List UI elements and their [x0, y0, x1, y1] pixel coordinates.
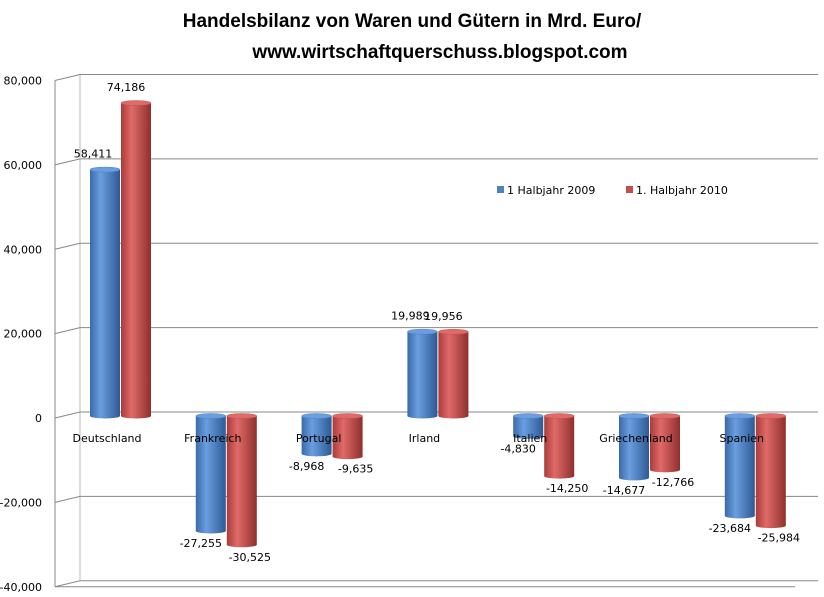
bar-2010: [226, 416, 257, 545]
y-tick-label: 0: [35, 412, 42, 425]
gridline: [54, 327, 818, 335]
data-label: -25,984: [758, 532, 800, 545]
data-label: 19,956: [424, 310, 463, 323]
data-label: 74,186: [107, 81, 146, 94]
gridline: [54, 411, 818, 419]
bar-cap-bottom: [513, 433, 544, 439]
category-label: Frankreich: [184, 432, 241, 445]
legend-label-2009: 1 Halbjahr 2009: [507, 184, 595, 197]
gridline: [54, 495, 818, 503]
y-tick-label: 40,000: [4, 243, 43, 256]
bar-2009: [407, 331, 438, 416]
legend-swatch-2009: [497, 186, 504, 193]
bar-cap-bottom: [301, 451, 332, 457]
bar-cap-bottom: [121, 413, 151, 419]
bar-cap-top: [89, 166, 121, 173]
bar-cap-top: [438, 329, 469, 335]
legend-swatch-2010: [626, 186, 633, 193]
data-label: -14,250: [546, 482, 588, 495]
y-tick-label: -20,000: [0, 496, 42, 509]
bar-cap-top: [332, 413, 363, 419]
data-label: -4,830: [500, 442, 535, 455]
bar-cap-top: [649, 413, 681, 419]
bar-2009: [90, 169, 120, 416]
data-label: -8,968: [289, 460, 324, 473]
bar-2010: [755, 416, 786, 526]
bar-cap-top: [301, 413, 332, 419]
bar-2010: [650, 416, 680, 470]
bar-2009: [513, 416, 544, 437]
bar-cap-bottom: [407, 413, 438, 419]
bar-cap-bottom: [724, 513, 755, 519]
bar-2009: [619, 416, 649, 478]
category-label: Deutschland: [72, 432, 141, 445]
bar-cap-bottom: [438, 413, 469, 419]
chart-title-line-1: Handelsbilanz von Waren und Gütern in Mr…: [183, 11, 642, 32]
y-tick-label: 60,000: [4, 159, 43, 172]
bar-cap-top: [120, 100, 152, 106]
bar-cap-top: [724, 413, 756, 419]
bar-2009: [724, 416, 755, 516]
bar-cap-bottom: [650, 467, 680, 473]
gridline: [54, 242, 818, 250]
gridline: [54, 74, 818, 81]
bar-cap-top: [195, 413, 227, 419]
bar-2010: [332, 416, 363, 457]
data-label: -30,525: [229, 551, 271, 564]
bar-2010: [121, 103, 151, 417]
bar-cap-bottom: [90, 413, 120, 419]
bar-cap-top: [755, 413, 787, 419]
bar-cap-bottom: [544, 473, 575, 479]
y-tick-label: -40,000: [0, 581, 42, 594]
data-label: 58,411: [74, 148, 113, 161]
category-label: Griechenland: [599, 432, 672, 445]
category-label: Irland: [409, 432, 441, 445]
y-tick-label: 20,000: [4, 328, 43, 341]
bar-cap-bottom: [332, 454, 363, 460]
bar-cap-top: [226, 413, 258, 419]
data-label: -27,255: [180, 537, 222, 550]
bar-cap-bottom: [619, 475, 649, 481]
data-label: -14,677: [603, 484, 645, 497]
category-label: Italien: [513, 432, 547, 445]
bar-cap-top: [512, 413, 544, 419]
bar-cap-bottom: [226, 542, 257, 548]
gridline: [54, 158, 818, 166]
data-label: -23,684: [709, 522, 751, 535]
category-label: Spanien: [720, 432, 765, 445]
data-label: 19,989: [391, 310, 430, 323]
category-label: Portugal: [296, 432, 342, 445]
y-tick-label: 80,000: [4, 75, 43, 88]
bar-cap-top: [407, 328, 438, 335]
bar-cap-bottom: [755, 523, 786, 529]
bar-cap-top: [543, 413, 575, 419]
data-label: -9,635: [338, 463, 373, 476]
bar-cap-bottom: [195, 528, 226, 534]
bar-2010: [544, 416, 575, 477]
gridline: [54, 580, 818, 588]
legend-label-2010: 1. Halbjahr 2010: [636, 184, 728, 197]
bar-2010: [438, 331, 469, 416]
bar-2009: [195, 416, 226, 531]
bar-2009: [301, 416, 332, 454]
bar-cap-top: [618, 413, 650, 419]
chart-title-line-2: www.wirtschaftquerschuss.blogspot.com: [251, 42, 627, 63]
data-label: -12,766: [652, 476, 694, 489]
